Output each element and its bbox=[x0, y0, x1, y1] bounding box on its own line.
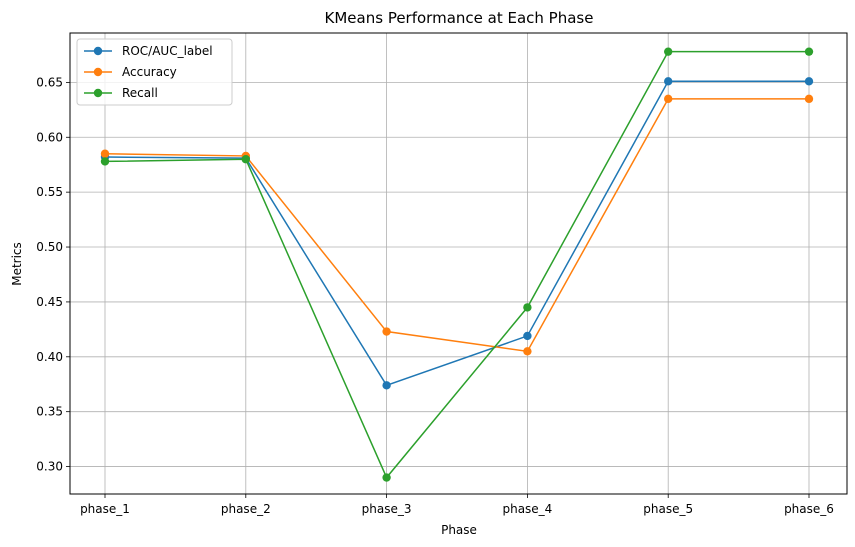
data-point bbox=[382, 473, 391, 482]
x-tick-label: phase_6 bbox=[784, 502, 834, 516]
legend-label: Recall bbox=[122, 86, 158, 100]
x-tick-label: phase_5 bbox=[643, 502, 693, 516]
x-tick-label: phase_1 bbox=[80, 502, 130, 516]
y-tick-label: 0.30 bbox=[36, 460, 63, 474]
plot-frame bbox=[69, 32, 848, 495]
data-point bbox=[523, 303, 532, 312]
x-tick-label: phase_3 bbox=[362, 502, 412, 516]
series-layer bbox=[100, 47, 814, 482]
data-point bbox=[382, 327, 391, 336]
data-point bbox=[664, 47, 673, 56]
data-point bbox=[804, 47, 814, 56]
legend-label: Accuracy bbox=[122, 65, 177, 79]
legend-item: Recall bbox=[84, 86, 158, 100]
x-tick-label: phase_4 bbox=[502, 502, 552, 516]
data-point bbox=[523, 347, 532, 356]
legend-item: Accuracy bbox=[84, 65, 177, 79]
x-axis-label: Phase bbox=[441, 523, 477, 537]
data-point bbox=[241, 155, 250, 164]
legend-item: ROC/AUC_label bbox=[84, 44, 213, 58]
x-tick-label: phase_2 bbox=[221, 502, 271, 516]
y-tick-label: 0.65 bbox=[36, 75, 63, 89]
data-point bbox=[664, 77, 673, 86]
data-point bbox=[100, 157, 110, 166]
series-recall bbox=[100, 47, 814, 482]
y-tick-label: 0.60 bbox=[36, 130, 63, 144]
y-tick-label: 0.55 bbox=[36, 185, 63, 199]
y-tick-label: 0.45 bbox=[36, 295, 63, 309]
x-axis-ticks: phase_1 phase_2 phase_3 phase_4 phase_5 phase… bbox=[80, 494, 834, 516]
data-point bbox=[804, 77, 814, 86]
legend-label: ROC/AUC_label bbox=[122, 44, 213, 58]
series-accuracy bbox=[100, 94, 814, 356]
data-point bbox=[664, 94, 673, 104]
y-tick-label: 0.40 bbox=[36, 350, 63, 364]
series-roc-auc-label bbox=[100, 77, 814, 390]
series-line bbox=[104, 98, 809, 353]
y-axis-label: Metrics bbox=[10, 242, 24, 286]
legend-marker bbox=[93, 46, 103, 56]
legend: ROC/AUC_label Accuracy Recall bbox=[76, 38, 233, 106]
legend-marker bbox=[93, 88, 103, 98]
grid-layer bbox=[70, 33, 847, 494]
data-point bbox=[382, 381, 391, 390]
series-line bbox=[104, 50, 809, 479]
y-tick-label: 0.50 bbox=[36, 240, 63, 254]
y-axis-ticks: 0.30 0.35 0.40 0.45 0.50 0.55 0.60 0.65 bbox=[36, 75, 70, 474]
chart-title: KMeans Performance at Each Phase bbox=[325, 9, 594, 27]
y-tick-label: 0.35 bbox=[36, 405, 63, 419]
legend-box bbox=[76, 38, 233, 106]
series-line bbox=[104, 80, 809, 387]
data-point bbox=[804, 94, 814, 104]
data-point bbox=[100, 149, 110, 158]
legend-marker bbox=[93, 67, 103, 77]
data-point bbox=[523, 331, 532, 341]
